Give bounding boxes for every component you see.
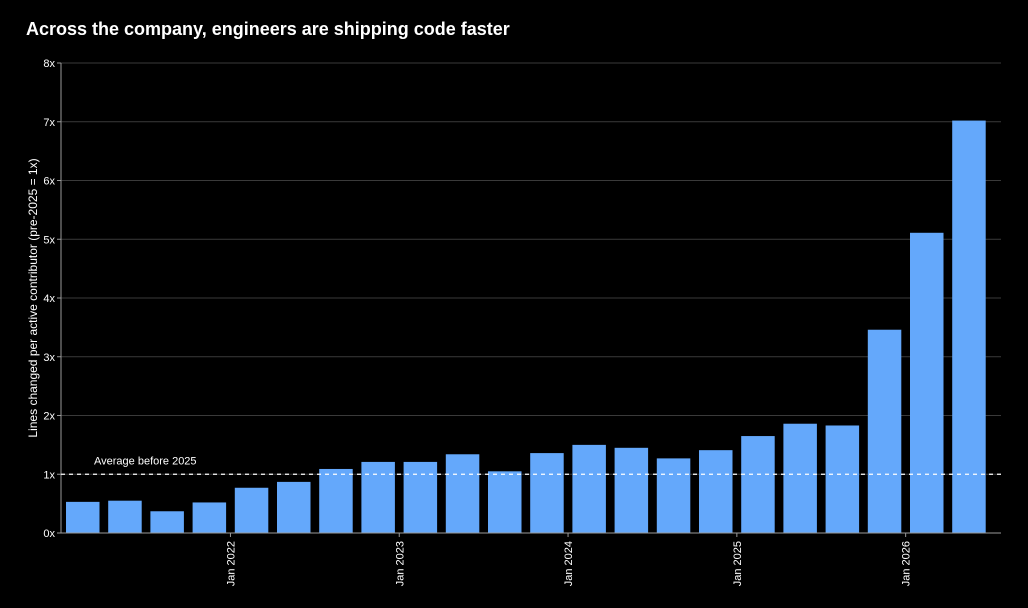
bar bbox=[445, 454, 480, 533]
x-tick-label: Jan 2022 bbox=[225, 541, 237, 586]
bar bbox=[150, 511, 184, 533]
bar bbox=[572, 444, 606, 533]
bar bbox=[192, 502, 227, 533]
bar bbox=[656, 458, 691, 533]
reference-line-label: Average before 2025 bbox=[94, 455, 197, 467]
bar bbox=[488, 471, 522, 533]
y-tick-label: 3x bbox=[43, 352, 55, 364]
bar bbox=[952, 120, 986, 533]
y-tick-label: 8x bbox=[43, 58, 55, 70]
bar bbox=[699, 450, 733, 533]
y-tick-label: 2x bbox=[43, 411, 55, 423]
y-tick-label: 7x bbox=[43, 117, 55, 129]
bar bbox=[66, 501, 100, 533]
bar bbox=[319, 468, 353, 533]
grid-layer bbox=[61, 62, 1001, 475]
x-tick-label: Jan 2025 bbox=[732, 541, 744, 586]
y-tick-label: 1x bbox=[43, 469, 55, 481]
y-tick-label: 4x bbox=[43, 293, 55, 305]
y-tick-label: 6x bbox=[43, 176, 55, 188]
bar bbox=[910, 232, 944, 533]
x-tick-label: Jan 2023 bbox=[394, 541, 406, 586]
y-tick-label: 5x bbox=[43, 234, 55, 246]
bar bbox=[825, 425, 860, 533]
bar bbox=[867, 329, 902, 533]
bar bbox=[783, 423, 817, 533]
y-tick-label: 0x bbox=[43, 528, 55, 540]
bars-layer bbox=[66, 120, 986, 533]
bar bbox=[614, 447, 649, 533]
chart-title: Across the company, engineers are shippi… bbox=[26, 19, 510, 39]
axes-layer: 0x 1x 2x 3x 4x 5x 6x 7x 8x Jan 2022 Jan 2023 Jan 20… bbox=[43, 58, 1001, 586]
x-tick-label: Jan 2024 bbox=[563, 541, 575, 586]
bar bbox=[741, 436, 775, 533]
bar bbox=[530, 453, 564, 533]
reference-layer: Average before 2025 bbox=[61, 455, 1001, 475]
bar bbox=[403, 461, 438, 533]
bar bbox=[277, 481, 311, 533]
bar bbox=[361, 461, 395, 533]
bar bbox=[108, 500, 142, 533]
bar bbox=[234, 487, 269, 533]
y-axis-label: Lines changed per active contributor (pr… bbox=[26, 158, 40, 437]
x-tick-label: Jan 2026 bbox=[901, 541, 913, 586]
